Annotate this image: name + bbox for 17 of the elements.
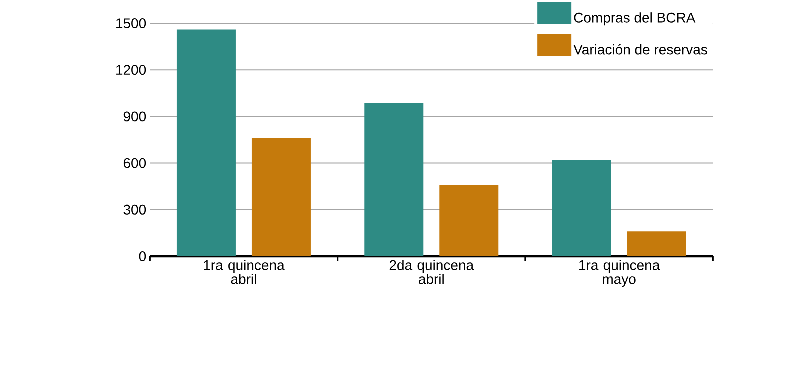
y-tick-label: 900 xyxy=(124,112,146,122)
y-tick-label: 1200 xyxy=(116,65,146,76)
y-tick-label: 300 xyxy=(124,204,146,215)
bar xyxy=(440,185,499,257)
legend-label: Compras del BCRA xyxy=(574,12,696,26)
bar xyxy=(176,30,236,257)
x-tick-label: 1ra quincena abril xyxy=(204,260,285,284)
legend-label: Variación de reservas xyxy=(574,44,708,55)
y-tick-label: 1500 xyxy=(116,18,146,28)
y-tick-label: 600 xyxy=(124,158,146,168)
x-tick-label: 2da quincena abril xyxy=(390,260,474,284)
bar xyxy=(627,232,686,257)
bar xyxy=(252,138,311,257)
x-tick-label: 1ra quincena mayo xyxy=(580,260,660,288)
bar xyxy=(364,104,424,257)
y-tick-label: 0 xyxy=(139,252,146,262)
bar xyxy=(552,160,612,257)
